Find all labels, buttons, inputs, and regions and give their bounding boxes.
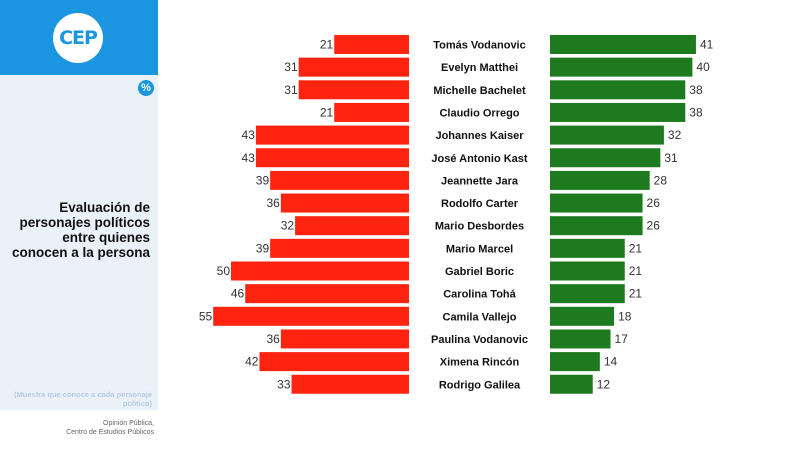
value-label-positive: 18 bbox=[618, 309, 632, 323]
value-label-negative: 46 bbox=[231, 287, 245, 301]
bar-negative bbox=[298, 80, 409, 100]
category-label: Gabriel Boric bbox=[445, 266, 514, 278]
bar-negative bbox=[231, 261, 409, 281]
value-label-positive: 32 bbox=[668, 128, 682, 142]
value-label-negative: 39 bbox=[256, 173, 270, 187]
bar-negative bbox=[334, 35, 409, 54]
bar-positive bbox=[550, 80, 686, 100]
bar-negative bbox=[298, 57, 409, 77]
bar-negative bbox=[334, 102, 409, 122]
value-label-positive: 12 bbox=[597, 377, 611, 391]
bar-positive bbox=[550, 102, 686, 122]
diverging-bar-chart: 21 Tomás Vodanovic 41 31 Evelyn Matthei 40 31 M… bbox=[199, 35, 714, 394]
bar-positive bbox=[550, 193, 643, 213]
bar-negative bbox=[255, 125, 409, 145]
category-label: Mario Marcel bbox=[446, 243, 513, 255]
bar-positive bbox=[550, 374, 593, 394]
bar-positive bbox=[550, 35, 696, 54]
value-label-negative: 21 bbox=[320, 38, 334, 52]
source-line-1: Opinión Pública, bbox=[103, 420, 154, 427]
value-label-negative: 21 bbox=[320, 105, 334, 119]
category-label: José Antonio Kast bbox=[431, 153, 527, 165]
bar-positive bbox=[550, 238, 625, 258]
value-label-negative: 31 bbox=[284, 83, 298, 97]
value-label-positive: 31 bbox=[664, 151, 678, 165]
category-label: Rodolfo Carter bbox=[441, 198, 519, 210]
chart-title: Evaluación de personajes políticos entre… bbox=[11, 200, 150, 260]
value-label-negative: 36 bbox=[266, 196, 280, 210]
category-label: Jeannette Jara bbox=[441, 175, 519, 187]
value-label-negative: 39 bbox=[256, 241, 270, 255]
category-label: Paulina Vodanovic bbox=[431, 334, 528, 346]
value-label-negative: 43 bbox=[242, 151, 256, 165]
bar-negative bbox=[259, 352, 409, 372]
category-label: Camila Vallejo bbox=[443, 311, 517, 323]
value-label-positive: 28 bbox=[654, 173, 668, 187]
value-label-negative: 43 bbox=[242, 128, 256, 142]
bar-negative bbox=[255, 148, 409, 168]
bar-negative bbox=[270, 170, 409, 190]
bar-negative bbox=[270, 238, 409, 258]
sample-note: (Muestra que conoce a cada personaje pol… bbox=[14, 390, 152, 408]
value-label-negative: 33 bbox=[277, 377, 291, 391]
value-label-positive: 26 bbox=[647, 196, 661, 210]
source-line-2: Centro de Estudios Públicos bbox=[66, 429, 154, 436]
bar-negative bbox=[280, 329, 409, 349]
category-label: Claudio Orrego bbox=[439, 107, 519, 119]
bar-negative bbox=[291, 374, 409, 394]
source-credit: Opinión Pública, Centro de Estudios Públ… bbox=[8, 419, 154, 437]
value-label-positive: 17 bbox=[615, 332, 629, 346]
value-label-positive: 38 bbox=[689, 105, 703, 119]
bar-positive bbox=[550, 57, 693, 77]
bar-positive bbox=[550, 329, 611, 349]
logo-text: CEP bbox=[59, 27, 98, 49]
category-label: Tomás Vodanovic bbox=[433, 40, 526, 52]
bar-positive bbox=[550, 284, 625, 304]
value-label-positive: 14 bbox=[604, 355, 618, 369]
category-label: Carolina Tohá bbox=[443, 289, 516, 301]
value-label-negative: 50 bbox=[217, 264, 231, 278]
value-label-negative: 32 bbox=[281, 219, 295, 233]
value-label-positive: 26 bbox=[647, 219, 661, 233]
value-label-negative: 36 bbox=[266, 332, 280, 346]
category-label: Johannes Kaiser bbox=[435, 130, 524, 142]
value-label-positive: 38 bbox=[689, 83, 703, 97]
value-label-negative: 42 bbox=[245, 355, 259, 369]
category-label: Evelyn Matthei bbox=[441, 62, 518, 74]
bar-positive bbox=[550, 170, 650, 190]
value-label-positive: 21 bbox=[629, 287, 643, 301]
category-label: Rodrigo Galilea bbox=[439, 379, 521, 391]
value-label-positive: 40 bbox=[696, 60, 710, 74]
bar-positive bbox=[550, 306, 615, 326]
bar-positive bbox=[550, 216, 643, 236]
bar-negative bbox=[245, 284, 409, 304]
bar-positive bbox=[550, 261, 625, 281]
category-label: Michelle Bachelet bbox=[433, 85, 526, 97]
value-label-negative: 31 bbox=[284, 60, 298, 74]
bar-negative bbox=[280, 193, 409, 213]
value-label-positive: 21 bbox=[629, 264, 643, 278]
value-label-positive: 41 bbox=[700, 38, 714, 52]
bar-negative bbox=[295, 216, 409, 236]
bar-positive bbox=[550, 148, 661, 168]
bar-negative bbox=[213, 306, 409, 326]
category-label: Ximena Rincón bbox=[440, 357, 520, 369]
percent-icon: % bbox=[138, 80, 154, 96]
logo-band: CEP bbox=[0, 0, 158, 75]
value-label-negative: 55 bbox=[199, 309, 213, 323]
cep-logo: CEP bbox=[53, 13, 103, 63]
bar-positive bbox=[550, 352, 600, 372]
sidebar: CEP % Evaluación de personajes políticos… bbox=[0, 0, 158, 410]
bar-positive bbox=[550, 125, 664, 145]
category-label: Mario Desbordes bbox=[435, 221, 524, 233]
value-label-positive: 21 bbox=[629, 241, 643, 255]
